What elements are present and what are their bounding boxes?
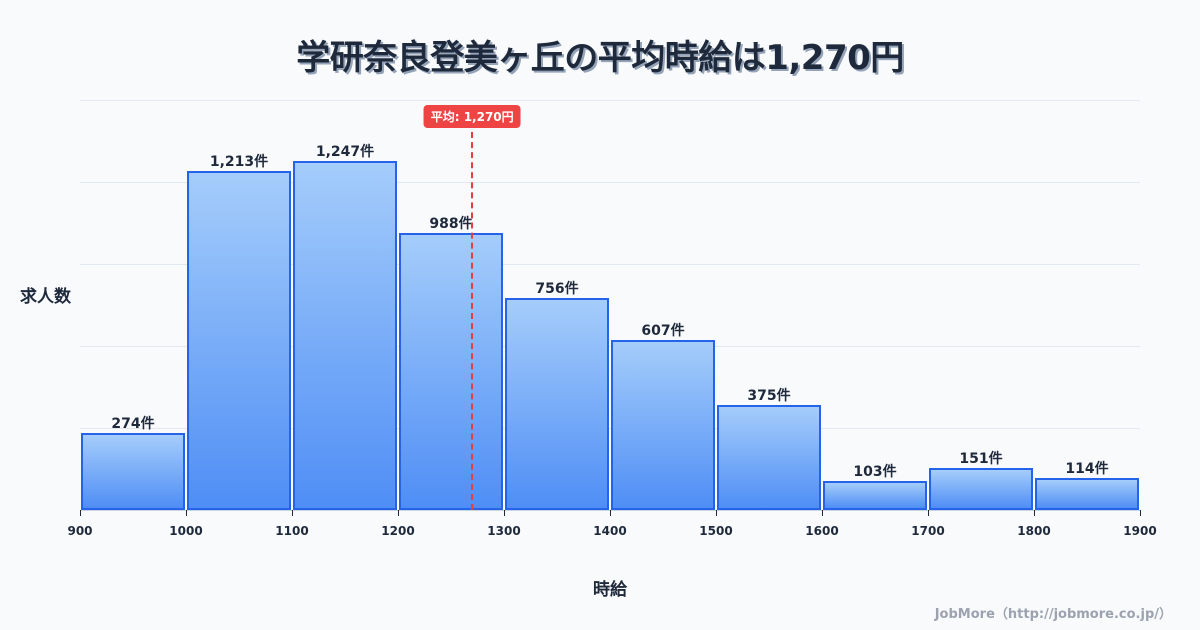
bar-value-label: 1,213件: [209, 153, 269, 170]
mean-badge: 平均: 1,270円: [423, 105, 521, 128]
mean-line: [471, 122, 474, 510]
x-tick-label: 1800: [1017, 524, 1051, 538]
histogram-bar: [81, 433, 185, 510]
histogram-bar: [929, 467, 1033, 510]
histogram-bar: [505, 298, 609, 510]
grid-line: [80, 428, 1140, 429]
x-tick: [822, 510, 823, 516]
grid-line: [80, 264, 1140, 265]
x-tick-label: 1200: [381, 524, 415, 538]
histogram-bar: [293, 161, 397, 510]
histogram-bar: [823, 481, 927, 510]
chart-title: 学研奈良登美ヶ丘の平均時給は1,270円: [296, 38, 904, 78]
y-axis-label: 求人数: [20, 287, 71, 307]
x-tick-label: 1100: [275, 524, 309, 538]
bar-value-label: 274件: [111, 416, 155, 433]
histogram-bar: [399, 233, 503, 510]
bar-value-label: 375件: [747, 388, 791, 405]
x-axis-label: 時給: [593, 580, 627, 600]
x-tick-label: 900: [67, 524, 93, 538]
x-tick-label: 1600: [805, 524, 839, 538]
bar-value-label: 103件: [853, 464, 897, 481]
bar-value-label: 988件: [429, 216, 473, 233]
bar-value-label: 1,247件: [315, 144, 375, 160]
histogram-bar: [611, 340, 715, 510]
histogram-bar: [1035, 478, 1139, 510]
x-tick: [80, 510, 81, 516]
grid-line: [80, 182, 1140, 183]
histogram-bar: [187, 170, 291, 510]
x-tick-label: 1000: [169, 524, 203, 538]
x-tick: [716, 510, 717, 516]
x-tick: [398, 510, 399, 516]
bar-value-label: 607件: [641, 323, 685, 340]
x-tick: [504, 510, 505, 516]
x-tick: [1140, 510, 1141, 516]
x-tick-label: 1700: [911, 524, 945, 538]
bar-value-label: 151件: [959, 450, 1003, 467]
x-tick: [186, 510, 187, 516]
x-tick-label: 1300: [487, 524, 521, 538]
histogram-bar: [717, 405, 821, 510]
credit-text: JobMore（http://jobmore.co.jp/）: [934, 607, 1172, 622]
grid-line: [80, 346, 1140, 347]
x-tick-label: 1400: [593, 524, 627, 538]
x-tick: [928, 510, 929, 516]
bar-value-label: 756件: [535, 281, 579, 298]
x-tick: [610, 510, 611, 516]
plot-area: 274件 1,213件 1,247件 988件 756件 607件 375件 103件 151件…: [67, 100, 1157, 538]
bar-value-label: 114件: [1065, 461, 1109, 478]
x-tick: [1034, 510, 1035, 516]
x-tick: [292, 510, 293, 516]
x-tick-label: 1500: [699, 524, 733, 538]
x-tick-label: 1900: [1123, 524, 1157, 538]
grid-line: [80, 100, 1140, 101]
